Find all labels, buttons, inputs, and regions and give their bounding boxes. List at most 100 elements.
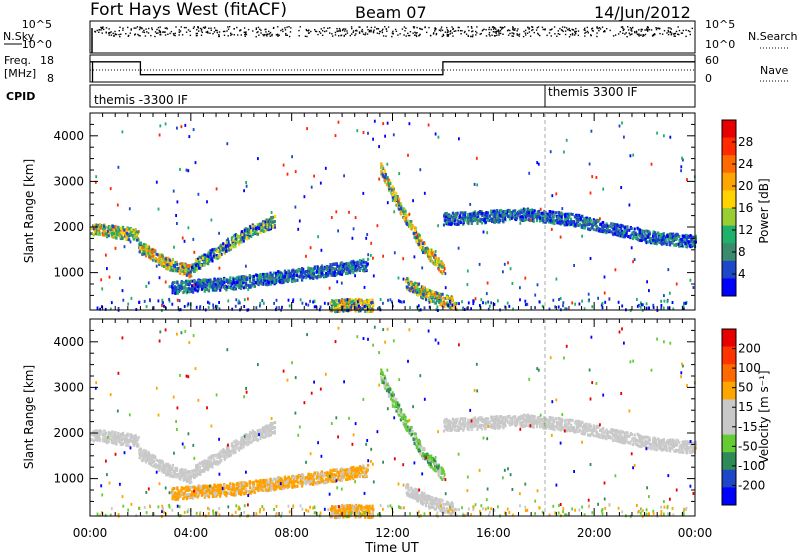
power-cell	[247, 236, 250, 240]
power-noise	[559, 297, 562, 300]
power-cell	[408, 225, 411, 229]
power-cell	[189, 270, 192, 274]
power-cell	[318, 267, 321, 271]
power-noise	[689, 234, 692, 237]
power-cell	[316, 276, 319, 280]
power-noise	[519, 286, 521, 290]
nsky-point	[196, 29, 198, 31]
power-cell	[218, 284, 221, 288]
nsky-point	[452, 27, 455, 30]
power-clutter	[243, 298, 246, 302]
power-cell	[679, 243, 682, 246]
nsky-point	[260, 29, 262, 32]
power-cell	[477, 214, 480, 218]
nsky-point	[308, 29, 310, 31]
nsky-point	[257, 31, 259, 33]
power-cell	[640, 232, 643, 236]
power-cell	[498, 220, 501, 224]
nsky-point	[112, 32, 114, 35]
power-cell	[584, 219, 587, 223]
power-cell	[230, 243, 233, 247]
power-cell	[390, 191, 393, 195]
power-cell	[676, 236, 679, 240]
power-cell	[392, 195, 395, 198]
power-cell	[621, 224, 624, 228]
nsky-point	[537, 33, 540, 36]
nsky-point	[465, 33, 468, 35]
nsky-point	[108, 34, 110, 36]
power-cell	[576, 223, 579, 227]
power-clutter	[472, 299, 475, 303]
power-noise	[173, 245, 175, 249]
power-cell	[277, 270, 280, 274]
power-noise	[247, 288, 250, 291]
power-cell	[531, 211, 534, 215]
power-noise	[694, 240, 697, 244]
nsky-point	[323, 27, 325, 29]
power-cell	[117, 231, 120, 235]
nsky-point	[281, 28, 284, 31]
nsky-point	[475, 34, 477, 36]
power-cell	[605, 229, 608, 233]
nsky-point	[329, 27, 331, 29]
power-cell	[463, 215, 467, 219]
nsky-point	[446, 26, 448, 29]
nsky-point	[531, 26, 534, 28]
power-noise	[669, 291, 671, 295]
power-cell	[338, 309, 341, 313]
power-cell	[141, 252, 144, 256]
nave-tick-bottom: 0	[705, 72, 712, 85]
power-cell	[123, 228, 126, 232]
power-cell	[395, 196, 398, 199]
nsky-point	[341, 29, 344, 32]
nsky-point	[395, 30, 398, 32]
power-noise	[603, 275, 606, 279]
power-cell	[219, 286, 222, 290]
power-cell	[467, 218, 471, 222]
power-cell	[132, 237, 135, 241]
power-cell	[496, 216, 499, 220]
power-cell	[219, 246, 222, 250]
power-cell	[266, 283, 269, 287]
power-cell	[681, 234, 684, 238]
power-cell	[456, 222, 459, 226]
power-cell	[474, 214, 477, 218]
power-cell	[267, 220, 270, 224]
power-cell	[282, 281, 285, 285]
power-cell	[243, 279, 246, 283]
power-cell	[97, 228, 100, 232]
power-noise	[245, 264, 247, 268]
power-cell	[543, 209, 546, 213]
power-cell	[614, 233, 618, 236]
nsky-point	[175, 26, 177, 28]
nsky-point	[667, 33, 670, 36]
nsky-point	[110, 31, 112, 33]
power-cell	[278, 280, 281, 283]
power-clutter	[683, 301, 685, 305]
power-noise	[114, 246, 117, 250]
power-noise	[524, 276, 527, 280]
power-clutter	[604, 300, 607, 304]
power-cell	[182, 280, 186, 284]
nsky-point	[265, 34, 267, 36]
power-noise	[297, 227, 300, 231]
power-clutter	[255, 306, 258, 310]
power-cell	[251, 225, 254, 229]
nsky-point	[442, 33, 445, 36]
power-noise	[378, 145, 380, 149]
power-noise	[503, 262, 506, 266]
power-cell	[565, 221, 568, 225]
power-clutter	[262, 301, 265, 305]
power-cell	[171, 269, 175, 273]
velocity-cell	[98, 439, 102, 442]
power-cell	[506, 215, 510, 218]
power-cell	[121, 236, 124, 240]
power-cell	[475, 218, 478, 222]
power-cell	[631, 237, 634, 241]
power-noise	[421, 266, 424, 270]
power-noise	[645, 302, 648, 306]
nsky-point	[434, 28, 437, 31]
power-cell	[427, 254, 430, 258]
power-cell	[647, 240, 650, 244]
nsky-point	[230, 34, 232, 36]
